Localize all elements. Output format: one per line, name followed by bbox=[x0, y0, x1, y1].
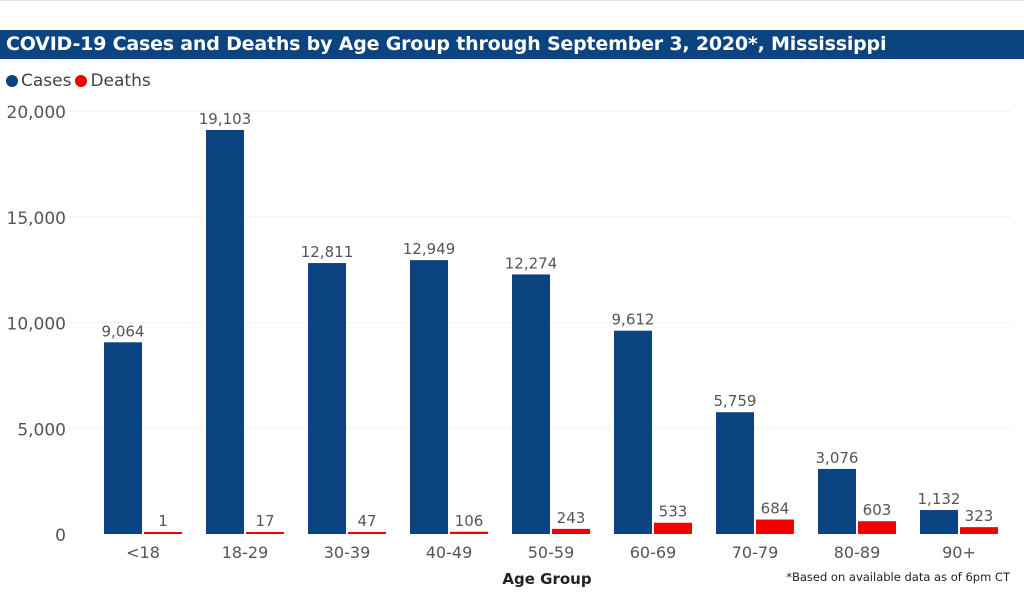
legend-label-deaths: Deaths bbox=[90, 71, 151, 91]
deaths-data-label: 47 bbox=[357, 512, 376, 530]
deaths-bar bbox=[756, 519, 794, 534]
cases-data-label: 1,132 bbox=[918, 490, 961, 508]
x-tick-label: 60-69 bbox=[630, 543, 677, 562]
legend-marker-cases bbox=[6, 75, 18, 87]
y-tick-label: 15,000 bbox=[7, 209, 66, 229]
deaths-bar bbox=[552, 528, 590, 534]
cases-bar bbox=[104, 342, 142, 534]
deaths-bar bbox=[450, 531, 488, 534]
legend-marker-deaths bbox=[75, 75, 88, 87]
x-tick-label: <18 bbox=[126, 543, 160, 562]
x-tick-label: 40-49 bbox=[426, 543, 473, 562]
x-tick-label: 90+ bbox=[942, 543, 976, 562]
cases-bar bbox=[308, 263, 346, 534]
x-tick-label: 70-79 bbox=[732, 543, 779, 562]
cases-data-label: 12,274 bbox=[505, 254, 558, 272]
cases-bar bbox=[920, 510, 958, 534]
deaths-bar bbox=[348, 532, 386, 534]
y-tick-label: 0 bbox=[55, 526, 66, 546]
deaths-bar bbox=[858, 521, 896, 534]
cases-data-label: 5,759 bbox=[714, 392, 757, 410]
cases-bar bbox=[512, 274, 550, 534]
deaths-data-label: 323 bbox=[965, 507, 994, 525]
cases-data-label: 9,064 bbox=[102, 322, 145, 340]
top-divider bbox=[0, 0, 1024, 1]
legend-item-deaths[interactable]: Deaths bbox=[75, 71, 151, 91]
chart-title: COVID-19 Cases and Deaths by Age Group t… bbox=[6, 33, 887, 55]
cases-data-label: 12,811 bbox=[301, 243, 354, 261]
deaths-data-label: 684 bbox=[761, 500, 790, 518]
deaths-data-label: 243 bbox=[557, 509, 586, 527]
cases-bar bbox=[410, 260, 448, 534]
footnote: *Based on available data as of 6pm CT bbox=[786, 570, 1010, 584]
x-tick-label: 80-89 bbox=[834, 543, 881, 562]
cases-bar bbox=[818, 468, 856, 534]
deaths-bar bbox=[246, 532, 284, 534]
x-tick-label: 18-29 bbox=[222, 543, 269, 562]
y-tick-label: 20,000 bbox=[7, 103, 66, 123]
cases-data-label: 3,076 bbox=[816, 449, 859, 467]
x-axis-title: Age Group bbox=[502, 570, 591, 588]
deaths-data-label: 17 bbox=[255, 512, 274, 530]
y-tick-label: 10,000 bbox=[7, 315, 66, 335]
x-tick-label: 50-59 bbox=[528, 543, 575, 562]
deaths-data-label: 603 bbox=[863, 501, 892, 519]
legend-item-cases[interactable]: Cases bbox=[6, 71, 71, 91]
cases-bar bbox=[614, 330, 652, 534]
cases-data-label: 19,103 bbox=[199, 110, 252, 128]
deaths-data-label: 533 bbox=[659, 503, 688, 521]
cases-data-label: 9,612 bbox=[612, 311, 655, 329]
deaths-bar bbox=[654, 522, 692, 534]
deaths-data-label: 1 bbox=[158, 512, 168, 530]
y-tick-label: 5,000 bbox=[17, 420, 66, 440]
chart-legend: Cases Deaths bbox=[6, 70, 155, 92]
cases-data-label: 12,949 bbox=[403, 240, 456, 258]
deaths-bar bbox=[960, 527, 998, 534]
x-tick-label: 30-39 bbox=[324, 543, 371, 562]
cases-bar bbox=[206, 129, 244, 534]
title-bar: COVID-19 Cases and Deaths by Age Group t… bbox=[0, 30, 1024, 59]
legend-label-cases: Cases bbox=[21, 71, 72, 91]
deaths-bar bbox=[144, 532, 182, 534]
cases-bar bbox=[716, 412, 754, 534]
deaths-data-label: 106 bbox=[455, 512, 484, 530]
